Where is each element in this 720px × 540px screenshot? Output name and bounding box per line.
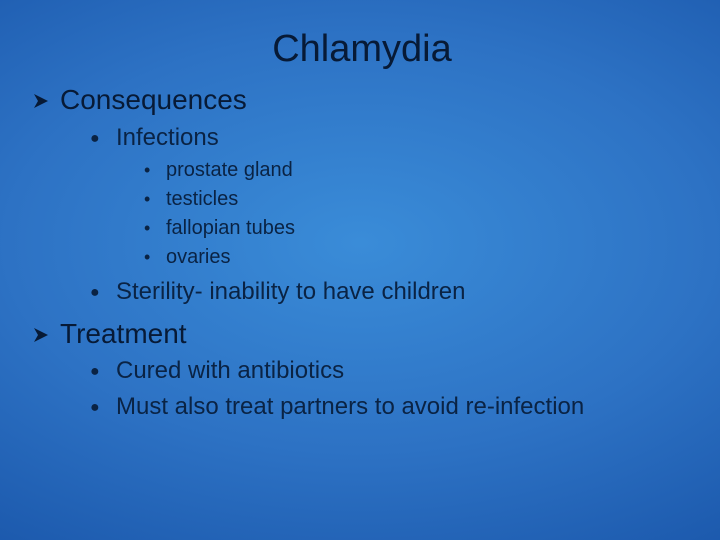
arrow-icon: [32, 83, 60, 117]
list-item: ● Sterility- inability to have children: [90, 277, 692, 307]
section-label: Consequences: [60, 83, 247, 117]
list-item: • fallopian tubes: [144, 215, 692, 242]
bullet-icon: •: [144, 219, 166, 237]
dot-icon: ●: [90, 400, 116, 416]
subitem-label: prostate gland: [166, 157, 293, 184]
subitem-label: ovaries: [166, 244, 230, 271]
item-label: Must also treat partners to avoid re-inf…: [116, 392, 584, 422]
list-item: • prostate gland: [144, 157, 692, 184]
list-item: ● Must also treat partners to avoid re-i…: [90, 392, 692, 422]
slide: Chlamydia Consequences ● Infections • pr…: [0, 0, 720, 540]
list-item: ● Cured with antibiotics: [90, 356, 692, 386]
section-treatment: Treatment: [32, 317, 692, 351]
bullet-icon: •: [144, 248, 166, 266]
item-label: Cured with antibiotics: [116, 356, 344, 386]
dot-icon: ●: [90, 364, 116, 380]
bullet-icon: •: [144, 161, 166, 179]
dot-icon: ●: [90, 285, 116, 301]
item-label: Infections: [116, 123, 219, 153]
list-item: • ovaries: [144, 244, 692, 271]
section-label: Treatment: [60, 317, 187, 351]
subitem-label: fallopian tubes: [166, 215, 295, 242]
bullet-icon: •: [144, 190, 166, 208]
dot-icon: ●: [90, 131, 116, 147]
slide-title: Chlamydia: [32, 28, 692, 71]
item-label: Sterility- inability to have children: [116, 277, 466, 307]
section-consequences: Consequences: [32, 83, 692, 117]
arrow-icon: [32, 317, 60, 351]
subitem-label: testicles: [166, 186, 238, 213]
list-item: • testicles: [144, 186, 692, 213]
list-item: ● Infections: [90, 123, 692, 153]
